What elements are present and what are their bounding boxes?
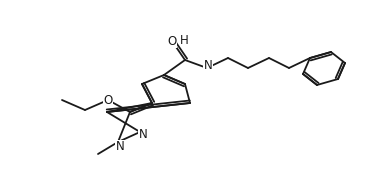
Text: O: O	[103, 94, 113, 106]
Text: O: O	[168, 35, 177, 47]
Text: H: H	[180, 34, 189, 46]
Text: N: N	[115, 141, 124, 153]
Text: N: N	[204, 58, 213, 72]
Text: N: N	[139, 128, 147, 142]
